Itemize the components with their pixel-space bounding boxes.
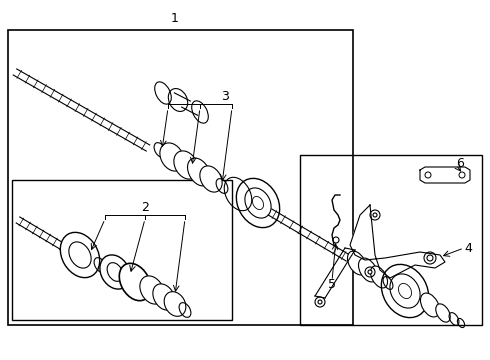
Ellipse shape xyxy=(370,266,388,288)
Text: 3: 3 xyxy=(221,90,229,103)
Ellipse shape xyxy=(60,232,99,278)
Bar xyxy=(8,30,353,325)
Text: 2: 2 xyxy=(141,201,149,213)
Ellipse shape xyxy=(119,263,151,301)
Ellipse shape xyxy=(164,292,186,316)
Ellipse shape xyxy=(359,258,377,282)
Ellipse shape xyxy=(200,166,222,192)
Circle shape xyxy=(373,213,377,217)
Polygon shape xyxy=(350,205,445,278)
Circle shape xyxy=(318,300,322,304)
Ellipse shape xyxy=(347,251,367,275)
Circle shape xyxy=(368,270,372,274)
Text: 5: 5 xyxy=(328,279,336,292)
Text: 4: 4 xyxy=(464,242,472,255)
Bar xyxy=(300,155,482,325)
Bar xyxy=(12,180,232,320)
Ellipse shape xyxy=(160,143,184,171)
Polygon shape xyxy=(420,167,470,183)
Ellipse shape xyxy=(100,255,130,289)
Text: 1: 1 xyxy=(171,12,179,24)
Ellipse shape xyxy=(420,293,440,317)
Ellipse shape xyxy=(436,304,450,322)
Circle shape xyxy=(427,255,433,261)
Ellipse shape xyxy=(140,276,164,304)
Ellipse shape xyxy=(153,284,175,310)
Text: 6: 6 xyxy=(456,157,464,170)
Ellipse shape xyxy=(174,151,198,179)
Ellipse shape xyxy=(188,158,211,186)
